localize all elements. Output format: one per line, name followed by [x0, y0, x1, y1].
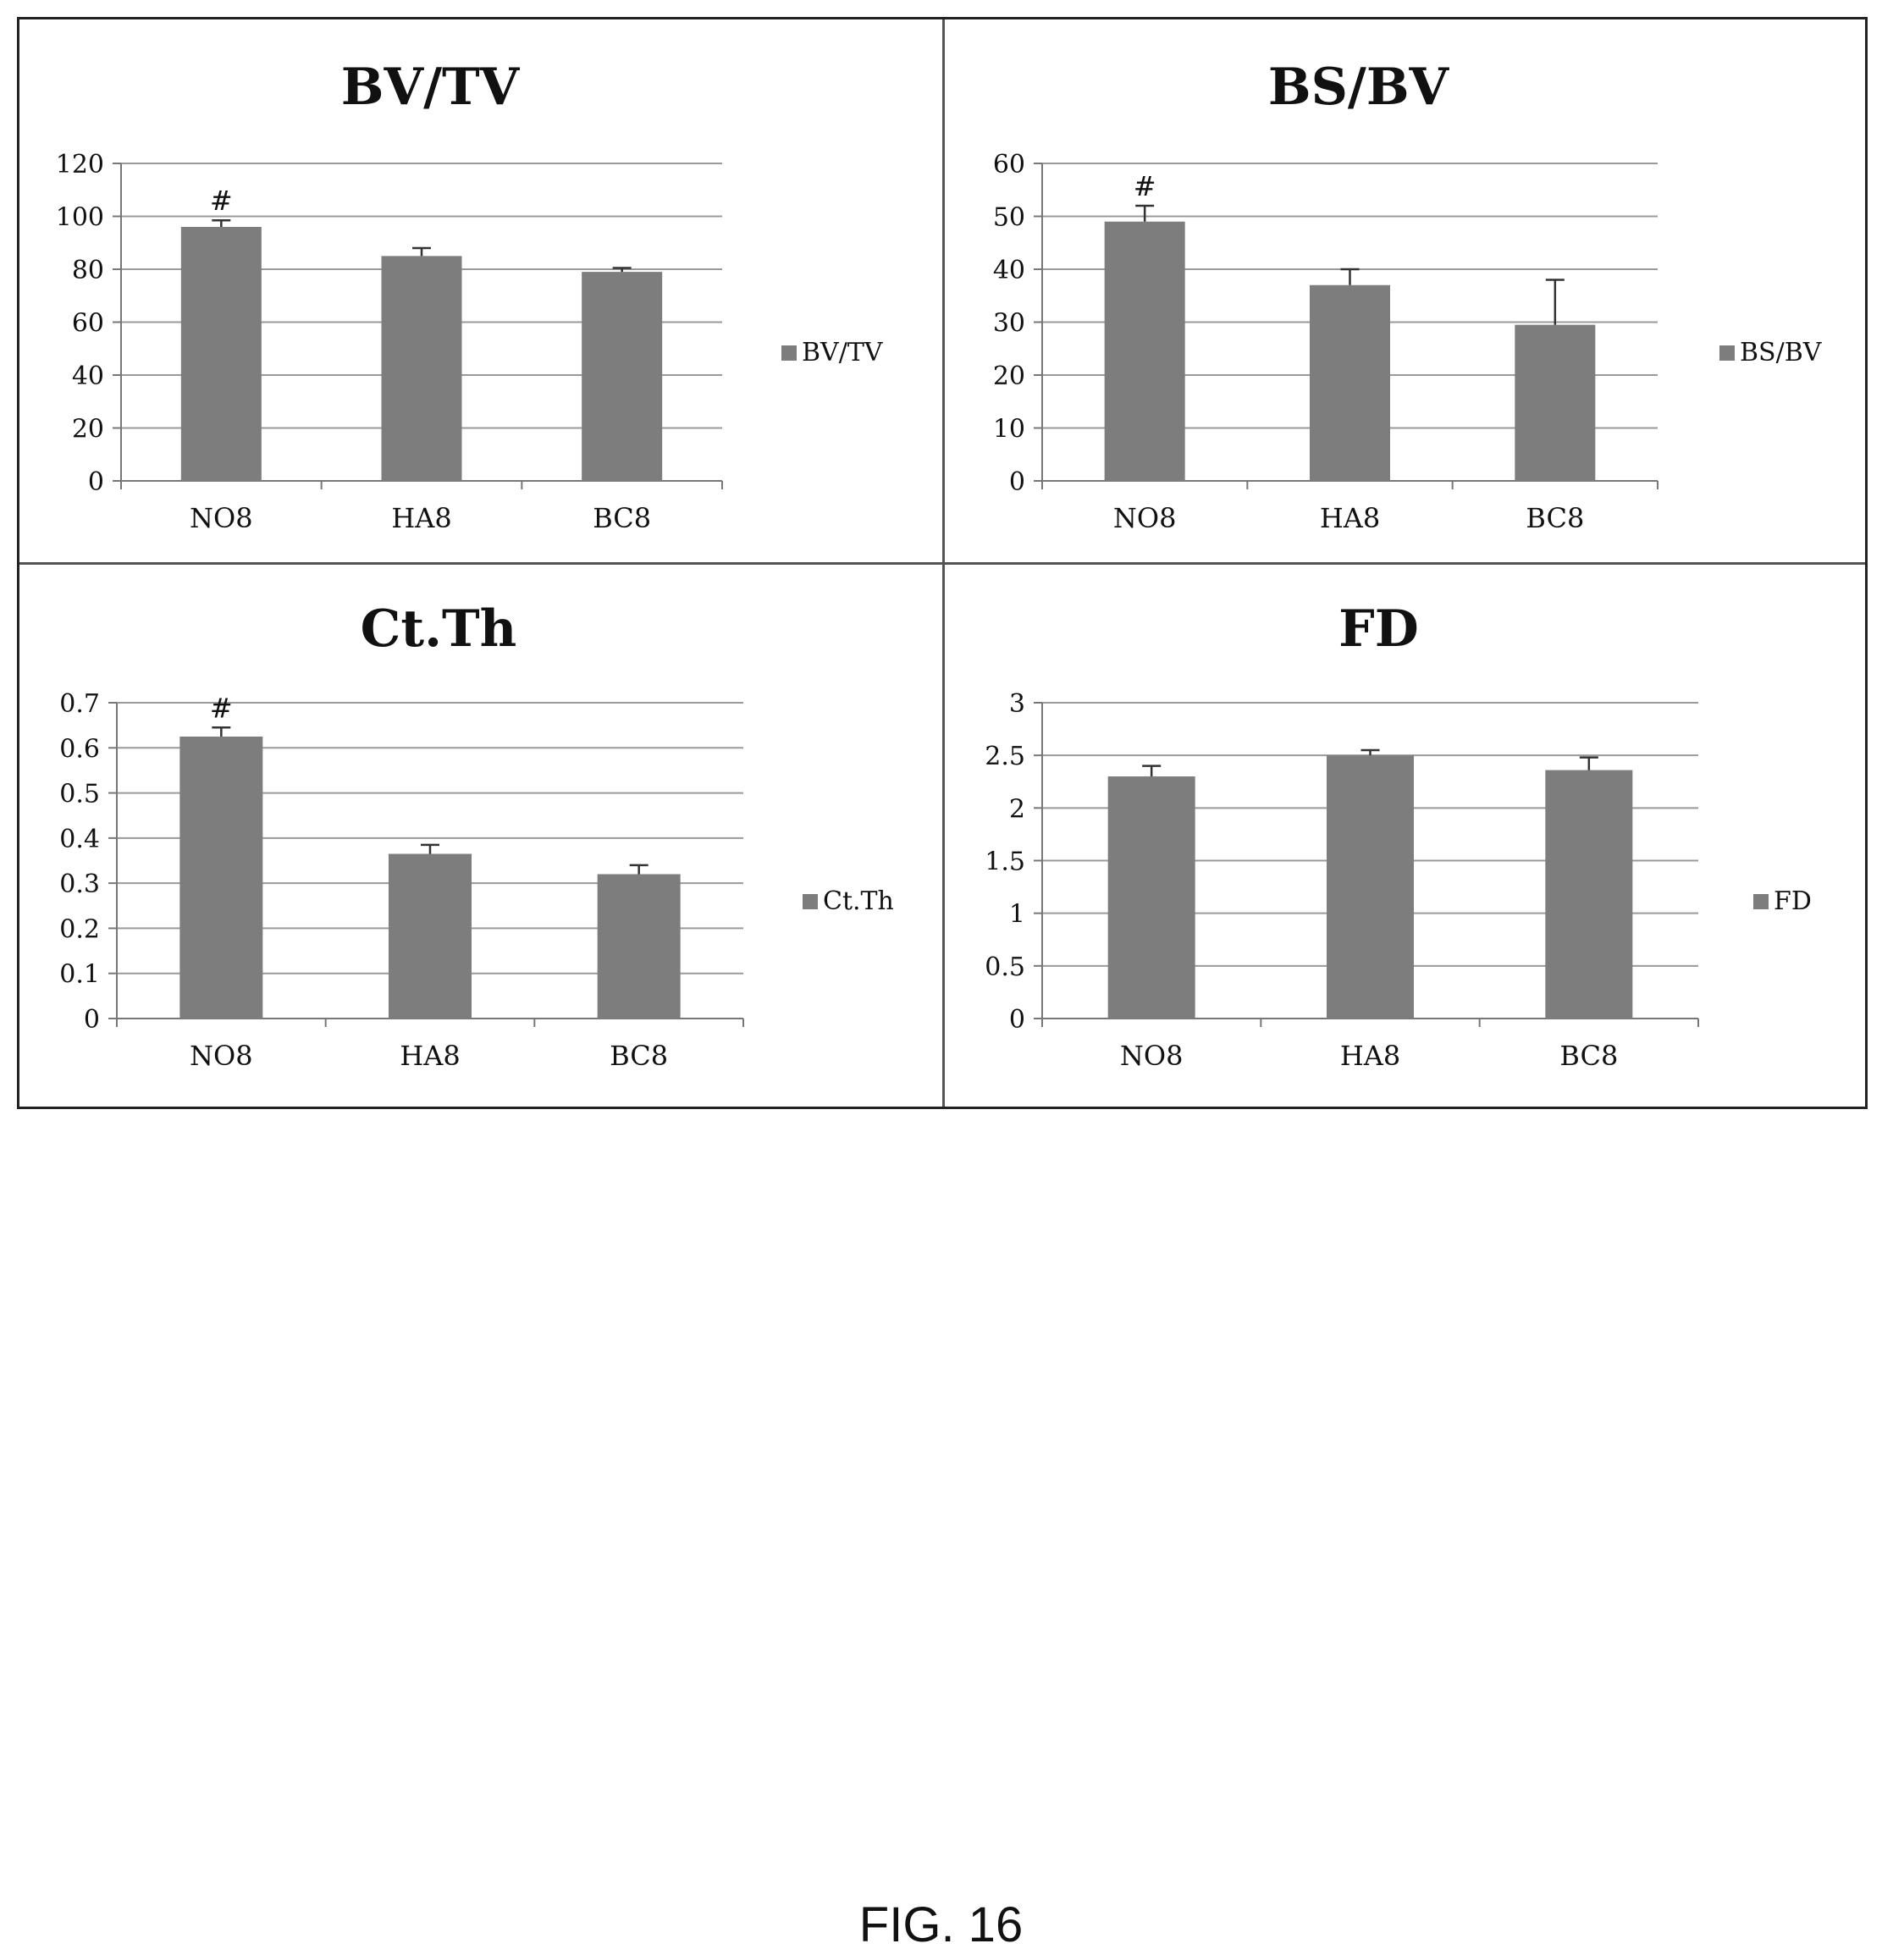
x-tick-label-no8: NO8 [1113, 502, 1177, 534]
bar-bc8 [1515, 324, 1596, 481]
x-tick-label-bc8: BC8 [1559, 1040, 1618, 1072]
x-tick-label-bc8: BC8 [610, 1040, 668, 1072]
bar-ha8 [1327, 755, 1414, 1019]
chart-title: BS/BV [1268, 58, 1450, 117]
chart-panel-bs-bv: BS/BV 0 10 20 30 40 50 60 # NO8 HA8 BC8 BS/BV [945, 19, 1870, 566]
chart-panel-bv-tv: BV/TV 0 20 40 60 80 100 120 # NO8 HA8 BC8 BV/TV [19, 19, 945, 566]
x-tick-label-bc8: BC8 [1526, 502, 1584, 534]
chart-panel-ct-th: Ct.Th 0 0.1 0.2 0.3 0.4 0.5 0.6 0.7 # NO8 HA8 BC8 Ct.… [19, 566, 945, 1112]
fd-chart: FD 0 0.5 1 1.5 2 2.5 3 NO8 HA8 BC8 FD [985, 599, 1812, 1072]
bar-ha8 [381, 256, 462, 481]
bar-no8 [1107, 776, 1195, 1019]
legend-swatch [1719, 345, 1735, 361]
figure-caption: FIG. 16 [858, 1897, 1024, 1952]
y-tick-label: 20 [72, 415, 104, 444]
x-tick-label-no8: NO8 [1120, 1040, 1184, 1072]
y-tick-label: 50 [993, 203, 1025, 233]
bar-ha8 [1310, 284, 1390, 481]
bar-bc8 [582, 272, 663, 481]
y-tick-label: 1.5 [985, 847, 1025, 877]
x-tick-label-no8: NO8 [190, 502, 253, 534]
y-tick-label: 0.3 [59, 870, 100, 899]
ct-th-chart: Ct.Th 0 0.1 0.2 0.3 0.4 0.5 0.6 0.7 # NO8 HA8 BC8 Ct.… [59, 599, 894, 1072]
x-tick-label-no8: NO8 [190, 1040, 253, 1072]
legend-swatch [1753, 894, 1769, 909]
y-tick-label: 40 [993, 256, 1025, 285]
chart-title: Ct.Th [361, 599, 517, 659]
y-tick-label: 0.5 [59, 780, 100, 809]
y-tick-label: 60 [993, 150, 1025, 179]
x-tick-label-ha8: HA8 [391, 502, 451, 534]
y-tick-label: 0.7 [59, 689, 100, 719]
bv-tv-chart: BV/TV 0 20 40 60 80 100 120 # NO8 HA8 BC8 BV/TV [56, 58, 884, 534]
figure-panel-grid: BV/TV 0 20 40 60 80 100 120 # NO8 HA8 BC8 BV/TV BS/B… [17, 17, 1868, 1109]
y-tick-label: 0.1 [59, 960, 100, 990]
horizontal-divider [19, 562, 1865, 565]
bar-ha8 [389, 853, 472, 1019]
y-tick-label: 20 [993, 362, 1025, 391]
bar-no8 [1104, 221, 1185, 481]
x-tick-label-bc8: BC8 [593, 502, 651, 534]
y-tick-label: 3 [1009, 689, 1025, 719]
y-tick-label: 100 [56, 203, 104, 233]
bar-bc8 [1545, 770, 1633, 1019]
y-tick-label: 10 [993, 415, 1025, 444]
y-tick-label: 40 [72, 362, 104, 391]
bar-bc8 [597, 874, 681, 1019]
chart-title: FD [1338, 599, 1419, 659]
legend-swatch [803, 894, 818, 909]
bar-no8 [180, 227, 262, 481]
legend-label: BS/BV [1740, 338, 1823, 367]
y-tick-label: 0.6 [59, 734, 100, 764]
bar-no8 [179, 736, 263, 1019]
y-tick-label: 0.5 [985, 952, 1025, 982]
x-tick-label-ha8: HA8 [1320, 502, 1380, 534]
significance-marker: # [210, 185, 233, 217]
y-tick-label: 0 [1009, 467, 1025, 497]
x-tick-label-ha8: HA8 [1340, 1040, 1400, 1072]
bs-bv-chart: BS/BV 0 10 20 30 40 50 60 # NO8 HA8 BC8 BS/BV [993, 58, 1823, 534]
legend-label: BV/TV [802, 338, 884, 367]
x-tick-label-ha8: HA8 [400, 1040, 460, 1072]
y-tick-label: 0 [84, 1005, 100, 1035]
legend-label: FD [1774, 886, 1812, 916]
y-tick-label: 80 [72, 256, 104, 285]
y-tick-label: 0 [1009, 1005, 1025, 1035]
y-tick-label: 0 [88, 467, 104, 497]
significance-marker: # [210, 692, 233, 724]
y-tick-label: 0.2 [59, 914, 100, 944]
y-tick-label: 0.4 [59, 825, 100, 854]
y-tick-label: 30 [993, 309, 1025, 339]
significance-marker: # [1134, 170, 1156, 202]
y-tick-label: 120 [56, 150, 104, 179]
y-tick-label: 60 [72, 309, 104, 339]
chart-title: BV/TV [341, 58, 521, 117]
y-tick-label: 1 [1009, 900, 1025, 930]
legend-label: Ct.Th [823, 886, 894, 916]
y-tick-label: 2.5 [985, 742, 1025, 771]
y-tick-label: 2 [1009, 794, 1025, 824]
legend-swatch [781, 345, 797, 361]
chart-panel-fd: FD 0 0.5 1 1.5 2 2.5 3 NO8 HA8 BC8 FD [945, 566, 1870, 1112]
